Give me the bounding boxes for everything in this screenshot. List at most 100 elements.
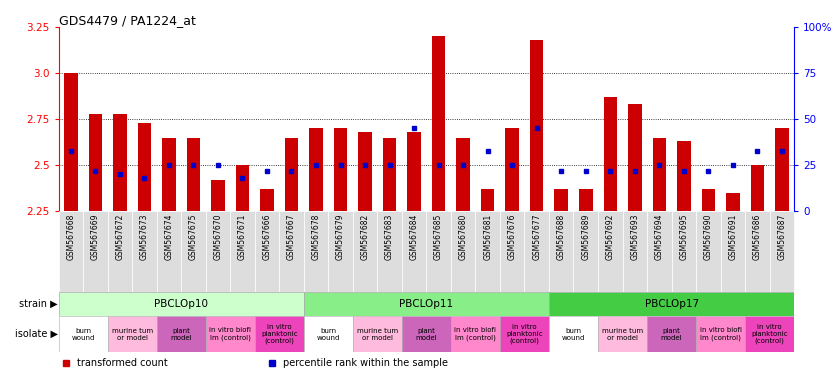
Text: GSM567685: GSM567685: [434, 214, 443, 260]
Bar: [279, 212, 303, 292]
Bar: [303, 212, 329, 292]
Text: GSM567688: GSM567688: [557, 214, 566, 260]
Text: PBCLOp17: PBCLOp17: [645, 299, 699, 309]
Bar: [677, 141, 691, 212]
Bar: [598, 212, 623, 292]
Bar: [353, 212, 377, 292]
Bar: [83, 212, 108, 292]
Bar: [255, 212, 279, 292]
Bar: [138, 123, 151, 212]
Bar: [456, 137, 470, 212]
Text: GSM567689: GSM567689: [581, 214, 590, 260]
Text: GSM567691: GSM567691: [728, 214, 737, 260]
Text: GSM567693: GSM567693: [630, 214, 640, 260]
Text: strain ▶: strain ▶: [19, 299, 58, 309]
Bar: [432, 36, 446, 212]
Text: murine tum
or model: murine tum or model: [602, 328, 643, 341]
Text: percentile rank within the sample: percentile rank within the sample: [283, 358, 448, 368]
Bar: [162, 137, 176, 212]
Bar: [426, 212, 451, 292]
Bar: [653, 137, 666, 212]
Bar: [113, 114, 126, 212]
Bar: [407, 132, 421, 212]
Bar: [671, 212, 696, 292]
Text: GSM567690: GSM567690: [704, 214, 713, 260]
Text: in vitro
planktonic
(control): in vitro planktonic (control): [261, 324, 298, 344]
Bar: [647, 316, 696, 352]
Text: GSM567672: GSM567672: [115, 214, 125, 260]
Bar: [255, 316, 303, 352]
Bar: [770, 212, 794, 292]
Bar: [236, 165, 249, 212]
Text: GSM567681: GSM567681: [483, 214, 492, 260]
Text: GSM567682: GSM567682: [360, 214, 370, 260]
Bar: [549, 292, 794, 316]
Bar: [132, 212, 156, 292]
Bar: [334, 128, 347, 212]
Bar: [59, 212, 83, 292]
Bar: [481, 189, 494, 212]
Bar: [573, 212, 598, 292]
Text: plant
model: plant model: [415, 328, 437, 341]
Text: GSM567684: GSM567684: [410, 214, 419, 260]
Text: in vitro biofi
lm (control): in vitro biofi lm (control): [700, 328, 742, 341]
Text: GSM567671: GSM567671: [238, 214, 247, 260]
Bar: [59, 316, 108, 352]
Bar: [383, 137, 396, 212]
Bar: [500, 212, 524, 292]
Bar: [506, 128, 519, 212]
Text: GSM567692: GSM567692: [606, 214, 614, 260]
Text: GSM567687: GSM567687: [777, 214, 787, 260]
Bar: [451, 316, 500, 352]
Bar: [59, 292, 303, 316]
Text: GSM567674: GSM567674: [165, 214, 173, 260]
Bar: [476, 212, 500, 292]
Bar: [726, 193, 740, 212]
Text: in vitro biofi
lm (control): in vitro biofi lm (control): [209, 328, 251, 341]
Bar: [745, 212, 770, 292]
Bar: [647, 212, 671, 292]
Bar: [451, 212, 476, 292]
Bar: [579, 189, 593, 212]
Bar: [628, 104, 641, 212]
Text: GSM567668: GSM567668: [66, 214, 75, 260]
Bar: [108, 212, 132, 292]
Bar: [285, 137, 298, 212]
Bar: [353, 316, 402, 352]
Text: plant
model: plant model: [171, 328, 192, 341]
Text: murine tum
or model: murine tum or model: [111, 328, 153, 341]
Bar: [623, 212, 647, 292]
Bar: [64, 73, 78, 212]
Text: GSM567678: GSM567678: [312, 214, 320, 260]
Bar: [604, 97, 617, 212]
Bar: [721, 212, 745, 292]
Text: PBCLOp11: PBCLOp11: [400, 299, 453, 309]
Bar: [309, 128, 323, 212]
Bar: [701, 189, 715, 212]
Text: GSM567675: GSM567675: [189, 214, 198, 260]
Bar: [524, 212, 549, 292]
Bar: [500, 316, 549, 352]
Text: in vitro
planktonic
(control): in vitro planktonic (control): [506, 324, 543, 344]
Bar: [377, 212, 402, 292]
Bar: [108, 316, 156, 352]
Text: GSM567669: GSM567669: [91, 214, 99, 260]
Bar: [303, 316, 353, 352]
Bar: [549, 316, 598, 352]
Text: GSM567673: GSM567673: [140, 214, 149, 260]
Text: GDS4479 / PA1224_at: GDS4479 / PA1224_at: [59, 14, 196, 27]
Bar: [303, 292, 549, 316]
Text: GSM567677: GSM567677: [533, 214, 541, 260]
Text: PBCLOp10: PBCLOp10: [154, 299, 208, 309]
Text: transformed count: transformed count: [77, 358, 168, 368]
Text: GSM567683: GSM567683: [385, 214, 394, 260]
Bar: [402, 212, 426, 292]
Bar: [751, 165, 764, 212]
Text: GSM567670: GSM567670: [213, 214, 222, 260]
Bar: [549, 212, 573, 292]
Bar: [156, 212, 181, 292]
Text: GSM567667: GSM567667: [287, 214, 296, 260]
Text: GSM567676: GSM567676: [507, 214, 517, 260]
Bar: [230, 212, 255, 292]
Text: GSM567695: GSM567695: [680, 214, 688, 260]
